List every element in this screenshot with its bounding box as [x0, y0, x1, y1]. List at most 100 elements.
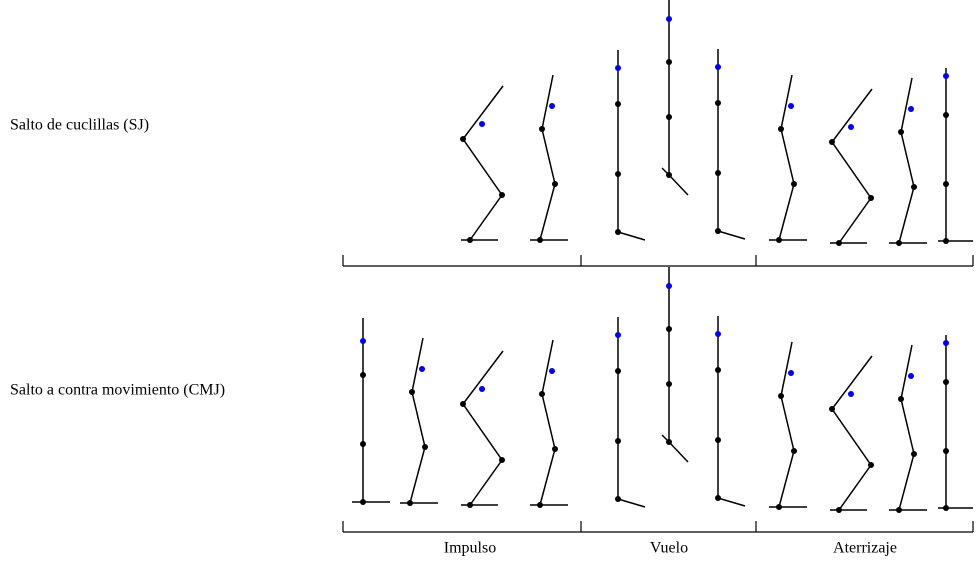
- stick-figure: [938, 68, 973, 244]
- marker: [715, 331, 721, 337]
- joint: [943, 112, 949, 118]
- joint: [407, 500, 413, 506]
- joint: [715, 437, 721, 443]
- joint: [715, 228, 721, 234]
- foot: [617, 498, 646, 508]
- stick-figure: [460, 350, 505, 508]
- joint: [778, 126, 784, 132]
- limb: [539, 339, 556, 506]
- joint: [467, 502, 473, 508]
- marker: [788, 103, 794, 109]
- joint: [715, 367, 721, 373]
- joint: [615, 368, 621, 374]
- figures: [342, 0, 974, 533]
- stick-figure: [460, 85, 505, 243]
- stick-figure: [715, 316, 746, 507]
- stick-figure: [829, 355, 874, 513]
- stick-figure: [889, 77, 927, 246]
- joint: [666, 326, 672, 332]
- joint: [715, 495, 721, 501]
- limb: [539, 74, 556, 241]
- limb: [409, 337, 426, 504]
- joint: [791, 448, 797, 454]
- joint: [615, 438, 621, 444]
- joint: [715, 100, 721, 106]
- stick-figure: [530, 339, 568, 508]
- marker: [360, 338, 366, 344]
- joint: [467, 237, 473, 243]
- foot: [617, 231, 646, 241]
- foot: [717, 497, 746, 507]
- row-label: Salto de cuclillas (SJ): [10, 117, 149, 134]
- marker: [615, 332, 621, 338]
- joint: [911, 451, 917, 457]
- joint: [911, 184, 917, 190]
- joint: [791, 181, 797, 187]
- joint: [615, 171, 621, 177]
- joint: [778, 393, 784, 399]
- joint: [499, 192, 505, 198]
- joint: [829, 139, 835, 145]
- joint: [836, 507, 842, 513]
- stick-figure: [889, 344, 927, 513]
- joint: [460, 401, 466, 407]
- marker: [788, 370, 794, 376]
- joint: [360, 372, 366, 378]
- joint: [360, 499, 366, 505]
- stick-figure: [615, 317, 646, 508]
- joint: [898, 129, 904, 135]
- marker: [908, 106, 914, 112]
- joint: [539, 391, 545, 397]
- foot: [717, 230, 746, 240]
- joint: [615, 101, 621, 107]
- limb: [831, 355, 873, 511]
- phase-label: Vuelo: [650, 540, 688, 557]
- marker: [715, 64, 721, 70]
- joint: [943, 379, 949, 385]
- joint: [943, 181, 949, 187]
- joint: [615, 229, 621, 235]
- joint: [409, 389, 415, 395]
- joint: [666, 381, 672, 387]
- marker: [479, 386, 485, 392]
- joint: [943, 448, 949, 454]
- joint: [836, 240, 842, 246]
- limb: [778, 341, 795, 508]
- limb: [898, 344, 915, 511]
- joint: [868, 195, 874, 201]
- joint: [666, 439, 672, 445]
- joint: [666, 172, 672, 178]
- joint: [829, 406, 835, 412]
- stick-figure: [352, 318, 390, 505]
- joint: [943, 505, 949, 511]
- phase-label: Aterrizaje: [833, 540, 897, 557]
- marker: [615, 65, 621, 71]
- joint: [552, 181, 558, 187]
- stick-figure: [829, 88, 874, 246]
- stick-figure: [661, 267, 689, 463]
- marker: [666, 16, 672, 22]
- joint: [499, 457, 505, 463]
- joint: [360, 441, 366, 447]
- marker: [848, 124, 854, 130]
- marker: [943, 340, 949, 346]
- stick-figure: [938, 335, 973, 511]
- limb: [831, 88, 873, 244]
- joint: [537, 502, 543, 508]
- marker: [666, 283, 672, 289]
- limb: [668, 267, 689, 463]
- limb: [462, 350, 504, 506]
- row-label: Salto a contra movimiento (CMJ): [10, 382, 225, 399]
- stick-figure: [615, 50, 646, 241]
- joint: [896, 240, 902, 246]
- limb: [462, 85, 504, 241]
- joint: [776, 237, 782, 243]
- joint: [460, 136, 466, 142]
- joint: [715, 170, 721, 176]
- joint: [539, 126, 545, 132]
- limb: [778, 74, 795, 241]
- joint: [615, 496, 621, 502]
- stick-figure: [715, 49, 746, 240]
